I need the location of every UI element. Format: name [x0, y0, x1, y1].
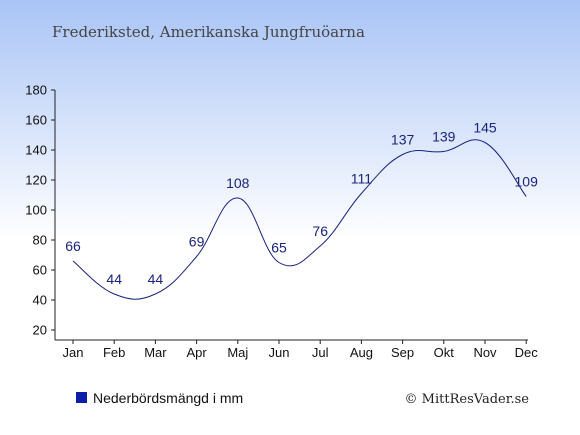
x-tick-label: Jul — [312, 345, 329, 360]
y-tick-label: 140 — [25, 143, 47, 158]
data-label: 137 — [391, 132, 415, 148]
data-label: 44 — [148, 271, 164, 287]
data-label: 66 — [65, 238, 81, 254]
y-tick-label: 160 — [25, 113, 47, 128]
y-tick-label: 60 — [33, 263, 47, 278]
x-tick-label: Aug — [350, 345, 373, 360]
x-tick-label: Okt — [434, 345, 455, 360]
x-tick-label: Maj — [227, 345, 248, 360]
legend-label: Nederbördsmängd i mm — [93, 390, 243, 406]
data-label: 109 — [515, 174, 539, 190]
y-tick-label: 80 — [33, 233, 47, 248]
legend-swatch — [76, 392, 87, 403]
y-tick-label: 20 — [33, 323, 47, 338]
x-tick-label: Mar — [144, 345, 167, 360]
x-tick-label: Apr — [186, 345, 207, 360]
y-tick-label: 40 — [33, 293, 47, 308]
x-tick-label: Jun — [269, 345, 290, 360]
data-label: 139 — [432, 129, 456, 145]
data-label: 44 — [106, 271, 122, 287]
chart-title: Frederiksted, Amerikanska Jungfruöarna — [52, 23, 365, 41]
x-tick-label: Nov — [473, 345, 497, 360]
x-tick-label: Dec — [515, 345, 539, 360]
data-label: 111 — [351, 171, 372, 187]
data-label: 69 — [189, 234, 205, 250]
credit-text: © MittResVader.se — [405, 392, 530, 407]
data-labels: 66 44 44 69 108 65 76 111 137 139 145 109 — [65, 120, 538, 288]
data-label: 76 — [312, 223, 328, 239]
y-tick-label: 120 — [25, 173, 47, 188]
x-axis-ticks: Jan Feb Mar Apr Maj Jun Jul Aug Sep Okt Nov Dec — [63, 340, 539, 360]
y-tick-label: 180 — [25, 83, 47, 98]
y-tick-label: 100 — [25, 203, 47, 218]
data-label: 145 — [473, 120, 497, 136]
chart-axes — [54, 90, 528, 341]
legend: Nederbördsmängd i mm — [76, 390, 243, 406]
x-tick-label: Sep — [391, 345, 414, 360]
data-label: 65 — [271, 240, 287, 256]
x-tick-label: Feb — [103, 345, 125, 360]
series-line-precipitation — [72, 139, 527, 300]
x-tick-label: Jan — [63, 345, 84, 360]
y-axis-ticks: 20 40 60 80 100 120 140 160 180 — [25, 83, 55, 338]
data-label: 108 — [226, 175, 250, 191]
